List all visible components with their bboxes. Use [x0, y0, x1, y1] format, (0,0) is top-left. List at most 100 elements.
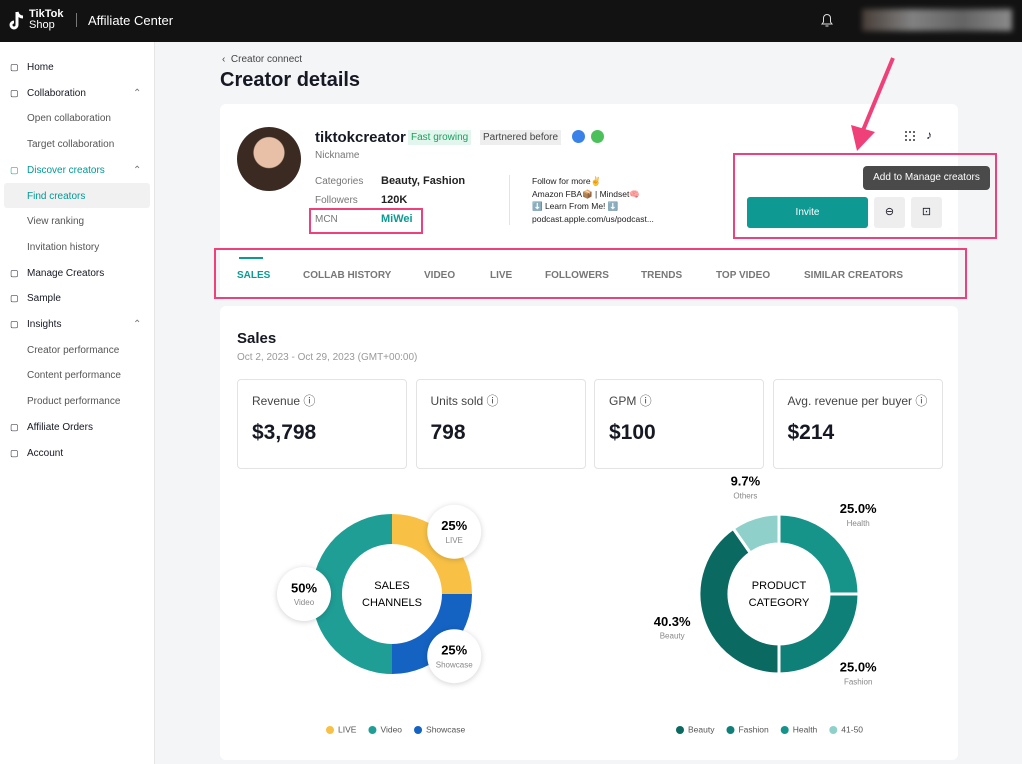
help-icon[interactable]: ⓘ [483, 394, 499, 408]
label-bubble [427, 504, 482, 559]
value-label: 50% [291, 580, 317, 595]
donut-segment [697, 526, 781, 676]
bell-icon[interactable] [820, 12, 834, 28]
donut-segment [731, 512, 781, 556]
logo [9, 11, 24, 30]
tab[interactable]: SIMILAR CREATORS [804, 270, 904, 281]
field-label: Followers [315, 195, 358, 206]
email-icon[interactable] [572, 130, 585, 143]
donut-segment [312, 514, 392, 674]
tab[interactable]: COLLAB HISTORY [303, 270, 392, 281]
center-label: SALES [374, 580, 409, 592]
tab[interactable]: VIDEO [424, 270, 456, 281]
nav-item[interactable]: Product performance [27, 396, 121, 408]
metric-label: Revenue ⓘ [252, 394, 316, 408]
tiktok-icon[interactable]: ♪ [926, 128, 932, 142]
help-icon[interactable]: ⓘ [300, 394, 316, 408]
segment-label: Health [847, 519, 870, 528]
field-label: MCN [315, 214, 338, 225]
legend-swatch [829, 726, 838, 734]
field-value: MiWei [381, 213, 413, 225]
nav-item[interactable]: Open collaboration [27, 113, 111, 125]
segment-label: Fashion [844, 677, 872, 686]
legend-swatch [726, 726, 735, 734]
help-icon[interactable]: ⓘ [912, 394, 928, 408]
center-label: PRODUCT [752, 580, 807, 592]
legend-label: Showcase [426, 724, 465, 734]
nav-item[interactable]: Find creators [27, 190, 86, 202]
value-label: 25% [441, 643, 467, 658]
invite-button[interactable]: Invite [747, 197, 868, 228]
nav-item[interactable]: Account ▢ [10, 441, 63, 466]
app-name: Affiliate Center [88, 13, 174, 28]
tooltip: Add to Manage creators [863, 166, 990, 190]
tab[interactable]: FOLLOWERS [545, 270, 609, 281]
value-label: 40.3% [654, 614, 691, 629]
top-bar: TikTok Shop Affiliate Center [0, 0, 1022, 42]
legend-label: Fashion [738, 724, 769, 734]
tab[interactable]: TOP VIDEO [716, 270, 771, 281]
nav-item[interactable]: Content performance [27, 370, 121, 382]
breadcrumb-text[interactable]: Creator connect [230, 54, 303, 65]
nav-item[interactable]: Invitation history [27, 241, 100, 253]
nav-icon: ▢ [10, 293, 19, 304]
legend-swatch [676, 726, 684, 734]
tab[interactable]: TRENDS [641, 270, 683, 281]
nav-item[interactable]: Creator performance [27, 344, 120, 356]
value-label: 9.7% [731, 474, 761, 489]
field-value: 120K [381, 194, 408, 206]
tab[interactable]: LIVE [490, 270, 513, 281]
section-title: Sales [237, 330, 277, 347]
nav-active-bg[interactable] [4, 182, 150, 208]
legend-swatch [326, 726, 334, 734]
nav-item[interactable]: Collaboration ▢ ⌃ [10, 81, 141, 106]
segment-label: Beauty [660, 632, 685, 641]
segment-label: Video [294, 598, 315, 607]
message-button[interactable]: ⊖ [874, 197, 905, 228]
metric-value: $214 [787, 421, 835, 444]
nav-item[interactable]: Manage Creators ▢ [10, 261, 104, 286]
nav-item[interactable]: Affiliate Orders ▢ [10, 415, 93, 440]
legend-swatch [780, 726, 789, 734]
nav-item[interactable]: View ranking [27, 216, 85, 228]
nav-icon: ▢ [10, 319, 19, 329]
breadcrumb[interactable]: ‹ Creator connect [222, 54, 303, 65]
metric-card: Avg. revenue per buyer ⓘ $214 [772, 379, 943, 469]
qr-icon[interactable] [905, 131, 915, 141]
nav-icon: ▢ [10, 62, 19, 72]
nav-item[interactable]: Sample ▢ [10, 286, 61, 311]
legend-swatch [368, 726, 377, 734]
nav-item[interactable]: Target collaboration [27, 139, 115, 151]
chevron[interactable]: ⌃ [133, 87, 142, 99]
bio-line: ⬇️ Learn From Me! ⬇️ [532, 201, 619, 211]
chevron[interactable]: ⌃ [133, 164, 142, 176]
badge: Partnered before [480, 130, 562, 145]
bookmark-button[interactable]: ⊡ [911, 197, 942, 228]
bio-line: Follow for more✌️ [532, 176, 602, 186]
chevron[interactable]: ⌃ [133, 319, 142, 330]
date-range: Oct 2, 2023 - Oct 29, 2023 (GMT+00:00) [237, 352, 418, 363]
nav-icon: ▢ [10, 164, 19, 175]
metric-card: Revenue ⓘ $3,798 [237, 379, 407, 469]
nav-item[interactable]: Insights ▢ ⌃ [10, 312, 141, 337]
help-icon[interactable]: ⓘ [636, 394, 652, 408]
divider [76, 13, 77, 27]
highlight [309, 208, 423, 234]
metric-card: Units sold ⓘ 798 [415, 379, 586, 469]
avatar [237, 127, 301, 191]
nav-item[interactable]: Home ▢ [10, 55, 54, 80]
divider [509, 175, 510, 225]
brand-bottom: Shop [29, 19, 55, 31]
whatsapp-icon[interactable] [591, 130, 604, 143]
tab[interactable]: SALES [237, 270, 271, 281]
tab-indicator [239, 257, 263, 259]
nav-item[interactable]: Discover creators ▢ ⌃ [10, 158, 141, 183]
metric-value: $3,798 [252, 421, 317, 444]
label-bubble [427, 629, 482, 684]
bio-line: podcast.apple.com/us/podcast... [532, 213, 654, 224]
page-title: Creator details [220, 69, 361, 91]
value-label: 25% [441, 518, 467, 533]
field-value: Beauty, Fashion [381, 175, 466, 187]
creator-name: tiktokcreator [315, 129, 406, 146]
